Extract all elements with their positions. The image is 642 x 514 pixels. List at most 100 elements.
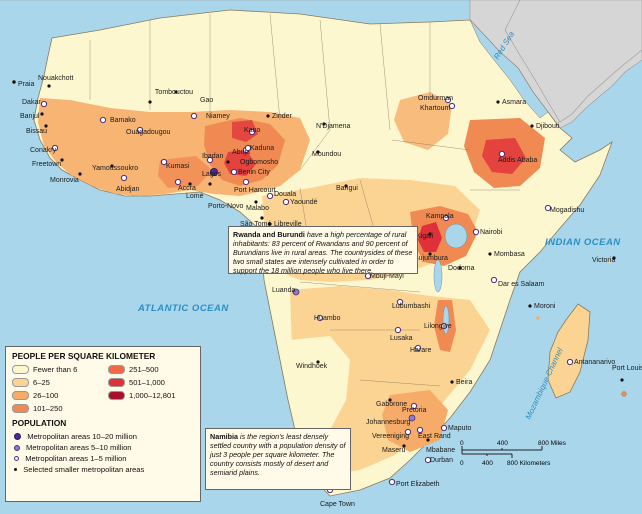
city-marker-lubumbashi bbox=[396, 298, 404, 306]
scale-bar: 0 400 800 Miles 0 400 800 Kilometers bbox=[460, 440, 632, 474]
city-marker-benin-city bbox=[230, 168, 238, 176]
city-label-lilongwe: Lilongwe bbox=[424, 323, 452, 330]
city-label-port-harcourt: Port Harcourt bbox=[234, 187, 276, 194]
city-marker-tombouctou bbox=[148, 100, 152, 104]
city-marker-douala bbox=[266, 192, 274, 200]
city-label-lom-: Lomé bbox=[186, 193, 204, 200]
city-marker-port-harcourt bbox=[242, 178, 250, 186]
lake-victoria bbox=[444, 223, 468, 249]
density-legend-grid: Fewer than 6 251–500 6–25 501–1,000 26–100 1,… bbox=[12, 364, 194, 413]
namibia-note: Namibia is the region's least densely se… bbox=[205, 428, 351, 490]
city-label-tombouctou: Tombouctou bbox=[155, 89, 193, 96]
lake-tanganyika bbox=[433, 259, 443, 293]
city-marker-bissau bbox=[44, 124, 48, 128]
density-legend-title: PEOPLE PER SQUARE KILOMETER bbox=[12, 351, 156, 361]
city-label-yaound-: Yaoundé bbox=[290, 199, 318, 206]
city-marker-yamoussoukro bbox=[110, 164, 114, 168]
population-legend-item: Metropolitan areas 5–10 million bbox=[14, 442, 194, 453]
city-label-bujumbura: Bujumbura bbox=[414, 255, 448, 262]
city-label-port-louis: Port Louis bbox=[612, 365, 642, 372]
city-label-east-rand: East Rand bbox=[418, 433, 451, 440]
city-marker-kano bbox=[248, 128, 256, 136]
city-marker-maputo bbox=[440, 424, 448, 432]
city-label-lubumbashi: Lubumbashi bbox=[392, 303, 431, 310]
density-legend-label: 1,000–12,801 bbox=[129, 390, 176, 400]
density-swatch bbox=[108, 364, 125, 374]
city-label-khartoum: Khartoum bbox=[420, 105, 451, 112]
density-swatch bbox=[12, 364, 29, 374]
city-label-mogadishu: Mogadishu bbox=[550, 207, 584, 214]
city-label-addis-ababa: Addis Ababa bbox=[498, 157, 537, 164]
city-label-asmara: Asmara bbox=[502, 99, 526, 106]
city-label-pretoria: Pretoria bbox=[402, 407, 427, 414]
city-label-monrovia: Monrovia bbox=[50, 177, 79, 184]
population-legend-label: Metropolitan areas 5–10 million bbox=[26, 443, 132, 452]
city-label-praia: Praia bbox=[18, 81, 34, 88]
scale-miles-0: 0 bbox=[460, 440, 464, 447]
scale-km-0: 0 bbox=[460, 460, 464, 467]
rwanda-burundi-note: Rwanda and Burundi have a high percentag… bbox=[228, 226, 418, 275]
city-label-bissau: Bissau bbox=[26, 128, 47, 135]
city-label-abuja: Abuja bbox=[232, 149, 250, 156]
city-marker-freetown bbox=[60, 158, 64, 162]
city-marker-gao bbox=[174, 90, 178, 94]
city-marker-harare bbox=[414, 344, 422, 352]
city-label-durban: Durban bbox=[430, 457, 453, 464]
city-marker-ogbomosho bbox=[226, 160, 230, 164]
city-label-huambo: Huambo bbox=[314, 315, 341, 322]
city-marker-s-o-tom- bbox=[260, 216, 264, 220]
city-marker-moroni bbox=[528, 304, 532, 308]
city-label-banjul: Banjul bbox=[20, 113, 40, 120]
density-legend-label: 501–1,000 bbox=[129, 377, 165, 387]
city-marker-malabo bbox=[254, 200, 258, 204]
city-marker-kaduna bbox=[244, 144, 252, 152]
city-label-djibouti: Djibouti bbox=[536, 123, 560, 130]
scale-miles-400: 400 bbox=[497, 440, 508, 447]
city-label-yamoussoukro: Yamoussoukro bbox=[92, 165, 138, 172]
city-label-beira: Beira bbox=[456, 379, 472, 386]
city-marker-banjul bbox=[40, 112, 44, 116]
city-label-dar-es-salaam: Dar es Salaam bbox=[498, 281, 544, 288]
density-swatch bbox=[108, 377, 125, 387]
city-label-dodoma: Dodoma bbox=[448, 265, 475, 272]
map-legend: PEOPLE PER SQUARE KILOMETER Fewer than 6… bbox=[5, 346, 201, 502]
city-marker-ibadan bbox=[206, 156, 214, 164]
city-marker-luanda bbox=[292, 288, 300, 296]
mauritius-island bbox=[621, 391, 627, 397]
city-marker-yaound- bbox=[282, 198, 290, 206]
city-marker-vereeniging bbox=[404, 428, 412, 436]
rwanda-note-text: have a high percentage of rural inhabita… bbox=[233, 230, 413, 275]
city-label-douala: Douala bbox=[274, 191, 296, 198]
city-marker-n-djamena bbox=[322, 122, 326, 126]
seychelles-island bbox=[608, 260, 612, 264]
population-legend-item: Metropolitan areas 1–5 million bbox=[14, 453, 194, 464]
city-marker-johannesburg bbox=[408, 414, 416, 422]
city-label-ogbomosho: Ogbomosho bbox=[240, 159, 278, 166]
city-marker-praia bbox=[12, 80, 16, 84]
city-marker-dodoma bbox=[458, 266, 462, 270]
density-swatch bbox=[12, 390, 29, 400]
city-marker-huambo bbox=[316, 314, 324, 322]
city-marker-mbabane bbox=[426, 438, 430, 442]
city-marker-beira bbox=[450, 380, 454, 384]
city-marker-windhoek bbox=[316, 360, 320, 364]
city-label-maseru: Maseru bbox=[382, 447, 405, 454]
city-marker-bujumbura bbox=[428, 252, 432, 256]
red-sea bbox=[469, 19, 549, 119]
city-marker-kumasi bbox=[160, 158, 168, 166]
density-swatch bbox=[12, 403, 29, 413]
population-legend-label: Metropolitan areas 10–20 million bbox=[27, 432, 137, 441]
density-legend-item: 6–25 bbox=[12, 377, 108, 387]
city-marker-ouagadougou bbox=[136, 126, 144, 134]
city-label-conakry: Conakry bbox=[30, 147, 57, 154]
density-legend-label: 26–100 bbox=[33, 390, 59, 400]
city-label-libreville: Libreville bbox=[274, 221, 302, 228]
arabia-land bbox=[504, 0, 642, 123]
city-marker-lom- bbox=[188, 182, 192, 186]
city-label-luanda: Luanda bbox=[272, 287, 295, 294]
comoros-island bbox=[536, 316, 540, 320]
city-label-dakar: Dakar bbox=[22, 99, 41, 106]
kano-cluster bbox=[232, 120, 258, 142]
city-label-accra: Accra bbox=[178, 185, 196, 192]
city-label-maputo: Maputo bbox=[448, 425, 471, 432]
